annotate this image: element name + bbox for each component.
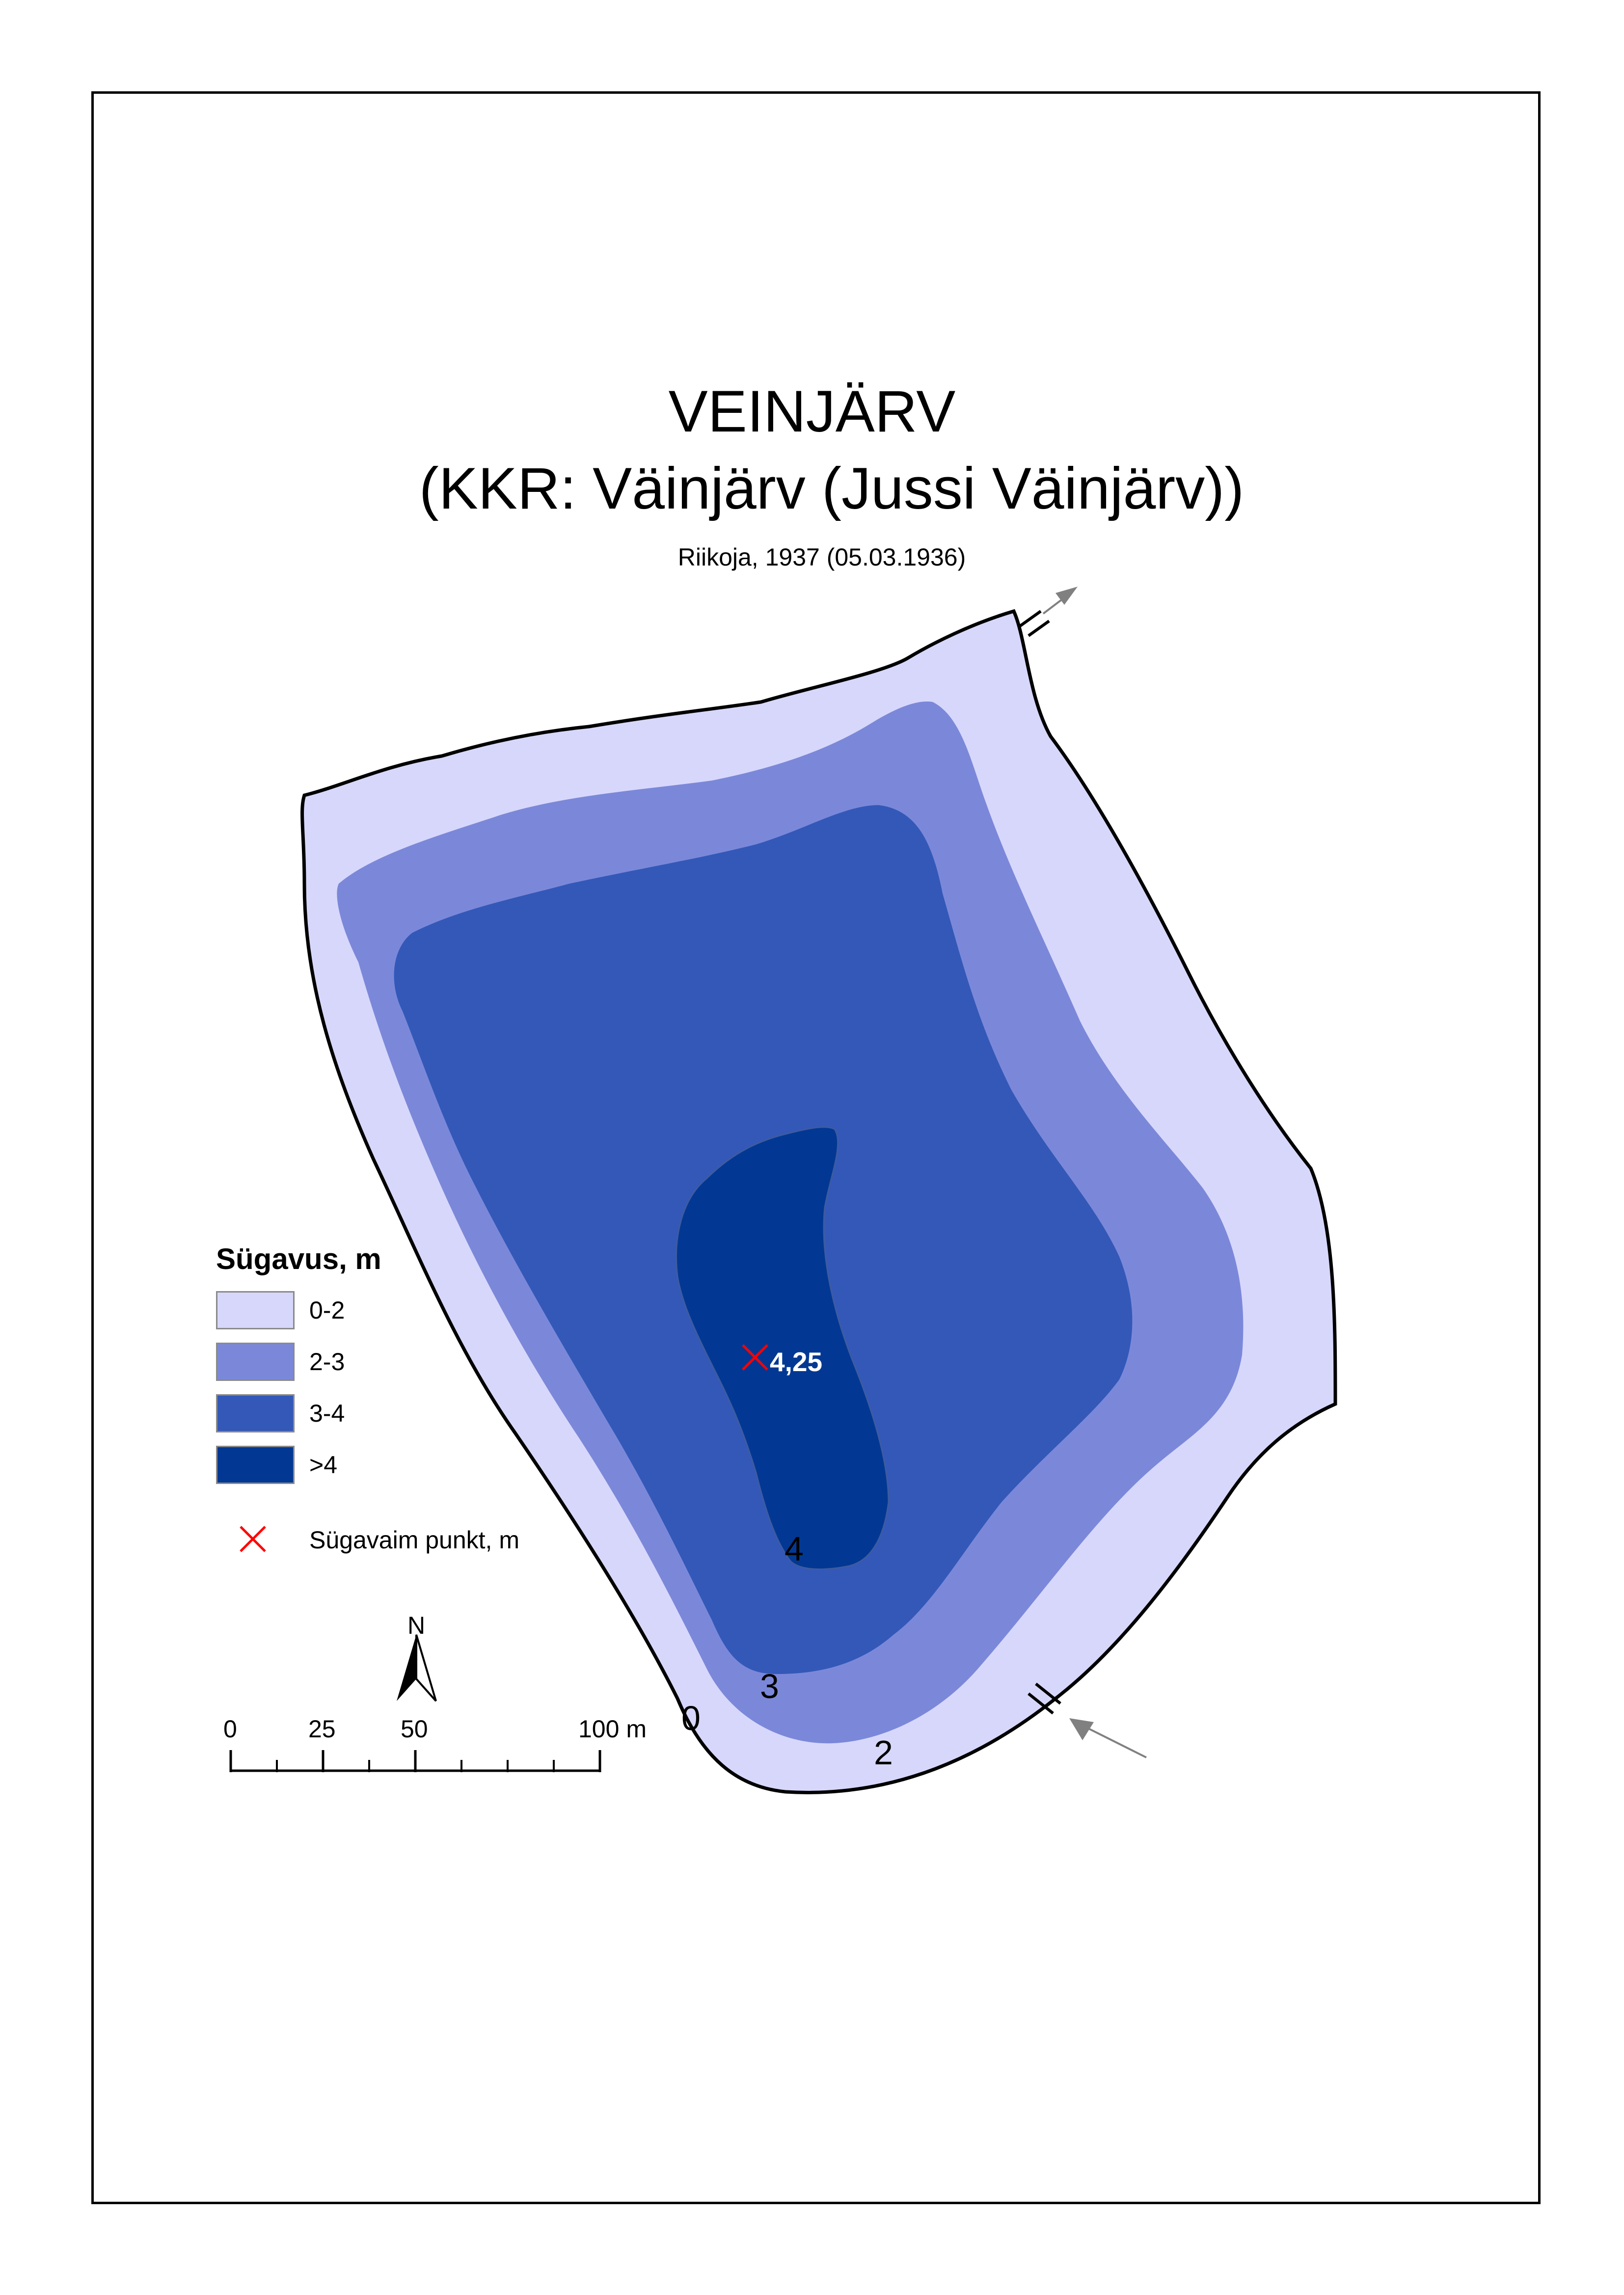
scale-tick-label: 50 <box>401 1715 428 1743</box>
contour-label: 4 <box>785 1530 804 1568</box>
map-source-line: Riikoja, 1937 (05.03.1936) <box>677 543 966 571</box>
scale-tick-label: 100 m <box>578 1715 647 1743</box>
legend-label: 0-2 <box>309 1296 345 1324</box>
contour-label: 0 <box>681 1699 701 1737</box>
contour-label: 3 <box>760 1667 779 1705</box>
legend-swatch <box>216 1343 295 1381</box>
deepest-point-value: 4,25 <box>770 1347 823 1377</box>
north-arrow-label: N <box>407 1612 426 1639</box>
legend-swatch <box>216 1394 295 1432</box>
map-frame <box>91 91 1541 2204</box>
legend-deepest-marker-icon <box>240 1526 266 1552</box>
contour-label: 2 <box>874 1733 893 1772</box>
legend-swatch <box>216 1291 295 1329</box>
north-arrow-icon <box>397 1634 437 1702</box>
shoreline <box>300 609 1337 1794</box>
map-title: VEINJÄRV <box>668 378 956 444</box>
legend-label: 2-3 <box>309 1348 345 1376</box>
legend-label: >4 <box>309 1451 338 1479</box>
legend-swatch <box>216 1446 295 1484</box>
outflow-channel <box>1019 587 1078 637</box>
legend-title: Sügavus, m <box>216 1242 381 1275</box>
scale-tick-label: 25 <box>308 1715 336 1743</box>
depth-zone-gt4 <box>676 1126 890 1570</box>
inflow-channel <box>1028 1682 1147 1758</box>
legend-label: 3-4 <box>309 1400 345 1427</box>
legend-label: Sügavaim punkt, m <box>309 1526 519 1554</box>
scale-tick-label: 0 <box>223 1715 237 1743</box>
scale-bar <box>229 1750 601 1772</box>
deepest-point-marker <box>742 1344 768 1371</box>
map-subtitle: (KKR: Väinjärv (Jussi Väinjärv)) <box>419 456 1245 521</box>
